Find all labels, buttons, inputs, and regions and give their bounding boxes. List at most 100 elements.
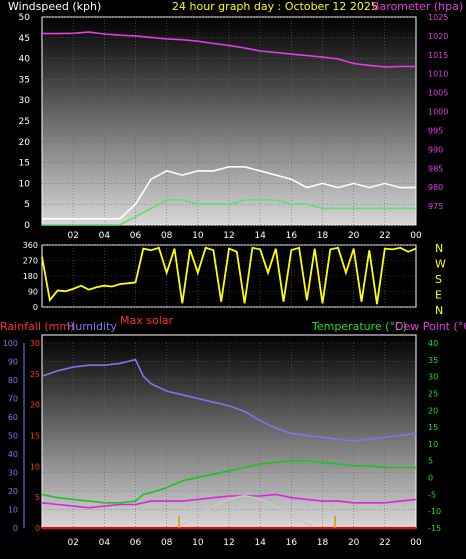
barometer-tick-label: 985 xyxy=(428,164,443,173)
x-tick-label: 16 xyxy=(286,538,298,548)
barometer-tick-label: 1000 xyxy=(428,108,448,117)
rain-tick-label: 0 xyxy=(35,524,40,533)
windspeed-tick-label: 45 xyxy=(19,34,30,44)
x-tick-label: 14 xyxy=(254,538,266,548)
barometer-tick-label: 1010 xyxy=(428,70,448,79)
temperature-tick-label: 35 xyxy=(428,356,438,365)
rain-tick-label: 5 xyxy=(35,493,40,502)
windspeed-tick-label: 15 xyxy=(19,159,30,169)
humidity-tick-label: 10 xyxy=(8,506,18,515)
direction-tick-label: 180 xyxy=(23,272,38,281)
x-tick-label: 12 xyxy=(223,231,234,241)
x-tick-label: 20 xyxy=(348,538,360,548)
x-tick-label: 08 xyxy=(161,231,173,241)
barometer-tick-label: 995 xyxy=(428,126,443,135)
direction-tick-label: 270 xyxy=(23,257,38,266)
x-tick-label: 04 xyxy=(99,231,111,241)
direction-tick-label: 360 xyxy=(23,241,38,250)
barometer-tick-label: 975 xyxy=(428,202,443,211)
temperature-tick-label: 0 xyxy=(428,474,433,483)
chart-title: 24 hour graph day : October 12 2025 xyxy=(172,0,378,13)
humidity-tick-label: 90 xyxy=(8,358,18,367)
humidity-tick-label: 60 xyxy=(8,413,18,422)
x-tick-label: 18 xyxy=(317,231,329,241)
x-tick-label: 20 xyxy=(348,231,360,241)
x-tick-label: 06 xyxy=(130,231,142,241)
barometer-tick-label: 1025 xyxy=(428,13,448,22)
x-tick-label: 00 xyxy=(410,538,422,548)
barometer-axis-label: Barometer (hpa) xyxy=(372,0,463,13)
humidity-line xyxy=(41,358,417,442)
humidity-tick-label: 50 xyxy=(8,432,18,441)
x-tick-label: 08 xyxy=(161,538,173,548)
barometer-line xyxy=(42,31,416,68)
temperature-humidity-panel: Rainfall (mm) Humidity Max solar Tempera… xyxy=(0,314,466,548)
temperature-tick-label: 30 xyxy=(428,373,438,382)
average-wind-line xyxy=(42,199,416,226)
humidity-tick-label: 80 xyxy=(8,376,18,385)
rain-tick-label: 15 xyxy=(30,432,40,441)
temperature-tick-label: 20 xyxy=(428,406,438,415)
humidity-tick-label: 70 xyxy=(8,395,18,404)
temperature-c-line xyxy=(41,459,416,504)
temperature-tick-label: -5 xyxy=(428,490,436,499)
x-tick-label: 02 xyxy=(67,538,78,548)
max-solar-line xyxy=(174,495,323,529)
wind-gust-line xyxy=(42,166,416,220)
compass-label: S xyxy=(435,273,442,286)
temperature-tick-label: -15 xyxy=(428,524,441,533)
barometer-tick-label: 980 xyxy=(428,183,443,192)
windspeed-tick-label: 0 xyxy=(24,221,30,231)
x-tick-label: 04 xyxy=(99,538,111,548)
x-tick-label: 00 xyxy=(410,231,422,241)
humidity-tick-label: 20 xyxy=(8,487,18,496)
windspeed-tick-label: 20 xyxy=(19,138,31,148)
wind-direction-line xyxy=(41,246,417,305)
rain-tick-label: 25 xyxy=(30,370,40,379)
wind-barometer-panel: Windspeed (kph) 24 hour graph day : Octo… xyxy=(8,0,463,241)
humidity-tick-label: 40 xyxy=(8,450,18,459)
direction-tick-label: 90 xyxy=(28,288,38,297)
temperature-tick-label: 10 xyxy=(428,440,438,449)
rain-tick-label: 10 xyxy=(30,462,40,471)
direction-tick-label: 0 xyxy=(33,303,38,312)
x-tick-label: 22 xyxy=(379,231,390,241)
windspeed-tick-label: 25 xyxy=(19,117,30,127)
temperature-tick-label: 15 xyxy=(428,423,438,432)
rain-tick-label: 30 xyxy=(30,339,40,348)
windspeed-tick-label: 5 xyxy=(24,200,30,210)
windspeed-tick-label: 30 xyxy=(19,96,31,106)
x-tick-label: 18 xyxy=(317,538,329,548)
dew-point-c-line xyxy=(41,493,417,509)
compass-label: N xyxy=(435,304,443,317)
temperature-tick-label: -10 xyxy=(428,507,441,516)
windspeed-tick-label: 10 xyxy=(19,179,31,189)
humidity-tick-label: 0 xyxy=(13,524,18,533)
humidity-legend-label: Humidity xyxy=(67,320,117,333)
barometer-tick-label: 1020 xyxy=(428,32,448,41)
compass-label: E xyxy=(435,289,442,302)
rainfall-legend-label: Rainfall (mm) xyxy=(0,320,74,333)
x-tick-label: 12 xyxy=(223,538,234,548)
temperature-tick-label: 25 xyxy=(428,389,438,398)
barometer-tick-label: 1015 xyxy=(428,51,448,60)
windspeed-axis-label: Windspeed (kph) xyxy=(8,0,101,13)
compass-label: N xyxy=(435,242,443,255)
windspeed-tick-label: 35 xyxy=(19,75,30,85)
humidity-tick-label: 100 xyxy=(3,339,18,348)
humidity-tick-label: 30 xyxy=(8,469,18,478)
temperature-legend-label: Temperature (°C) xyxy=(311,320,407,333)
windspeed-tick-label: 40 xyxy=(19,55,31,65)
x-tick-label: 16 xyxy=(286,231,298,241)
windspeed-tick-label: 50 xyxy=(19,13,31,23)
max-solar-legend-label: Max solar xyxy=(120,314,173,327)
barometer-tick-label: 1005 xyxy=(428,89,448,98)
x-tick-label: 02 xyxy=(67,231,78,241)
x-tick-label: 06 xyxy=(130,538,142,548)
barometer-tick-label: 990 xyxy=(428,145,443,154)
temperature-tick-label: 5 xyxy=(428,457,433,466)
x-tick-label: 10 xyxy=(192,231,204,241)
x-tick-label: 10 xyxy=(192,538,204,548)
